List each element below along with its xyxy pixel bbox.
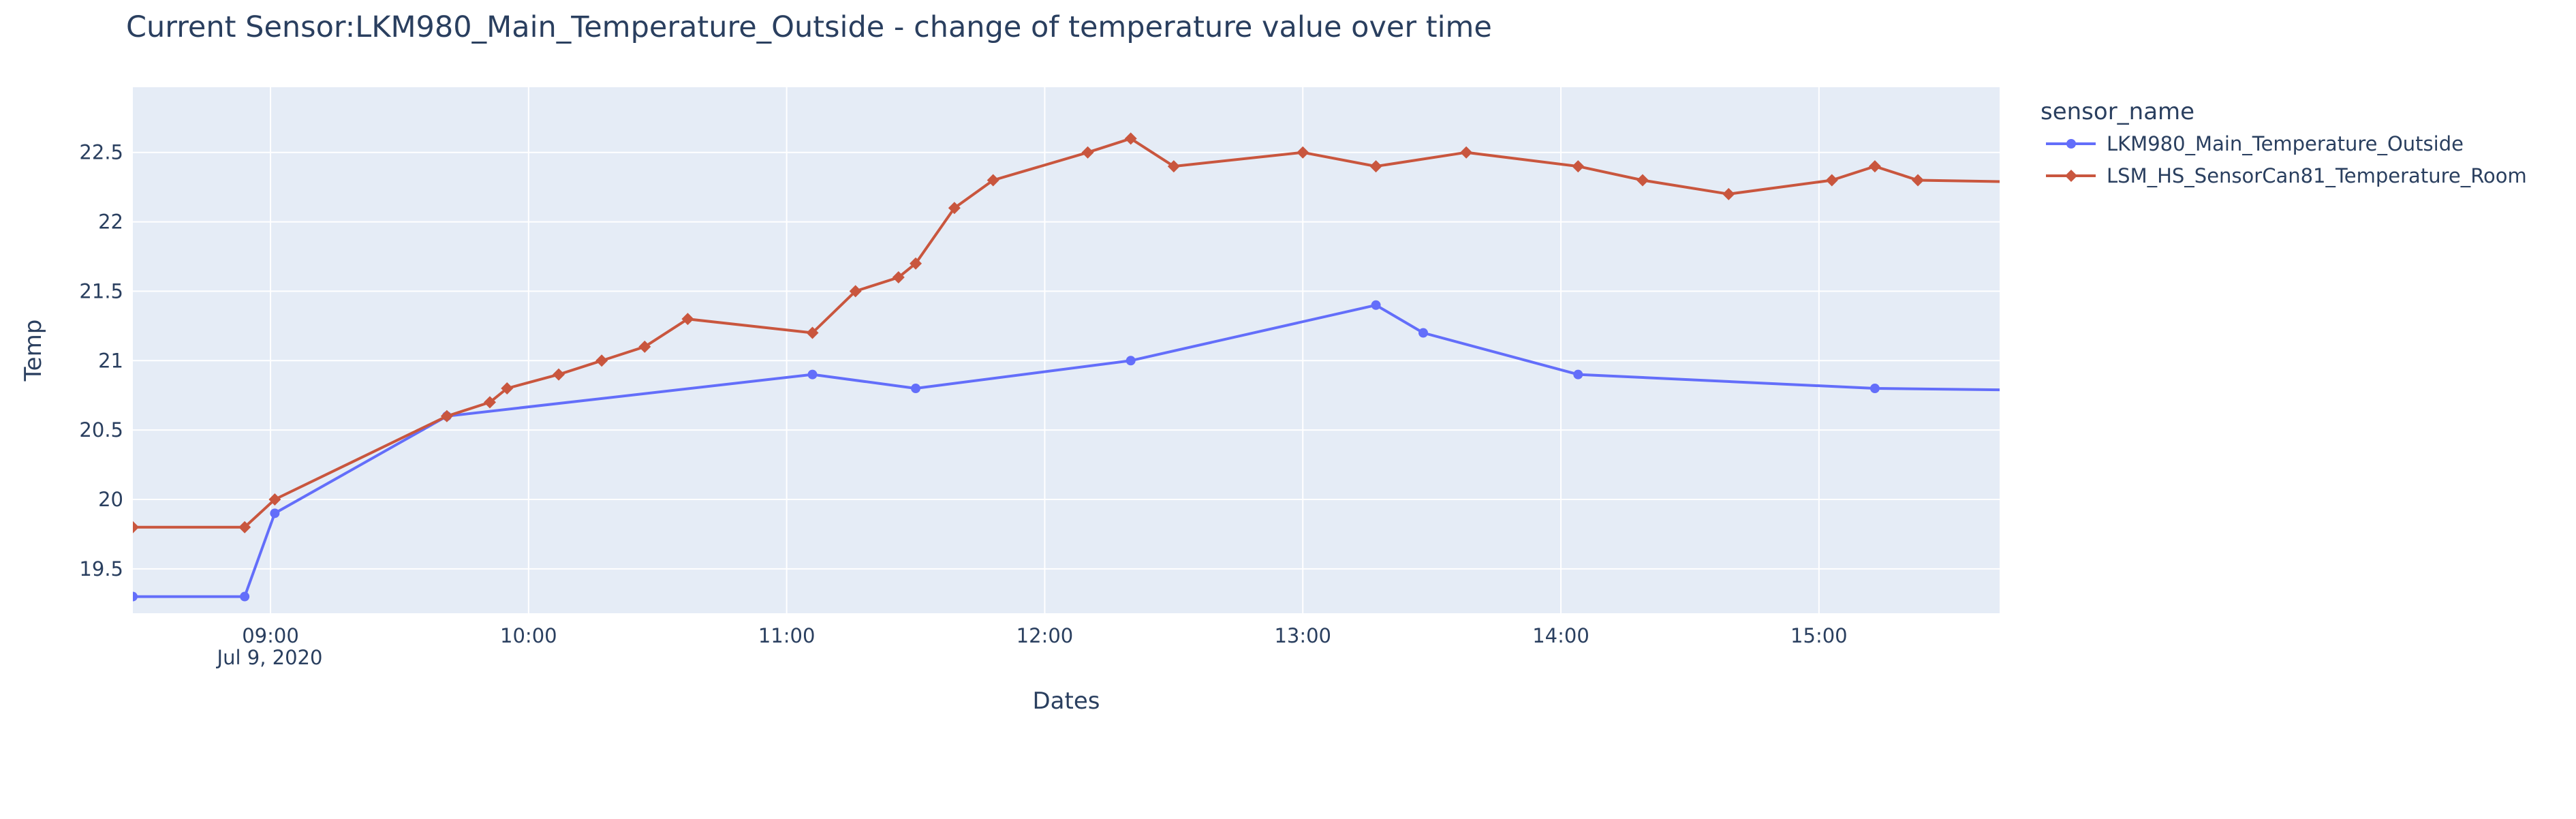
x-tick-label: 14:00 — [1532, 624, 1589, 647]
series-2 — [133, 132, 2000, 534]
y-tick-label: 22 — [98, 211, 123, 234]
data-point — [1460, 146, 1473, 159]
data-point — [1636, 174, 1649, 187]
data-point — [1722, 187, 1735, 200]
data-point — [1124, 132, 1137, 145]
legend: sensor_name LKM980_Main_Temperature_Outs… — [2040, 98, 2527, 187]
data-point — [440, 409, 453, 422]
legend-label: LSM_HS_SensorCan81_Temperature_Room — [2107, 164, 2527, 187]
x-tick-label: 10:00 — [500, 624, 557, 647]
data-point — [270, 508, 280, 519]
legend-label: LKM980_Main_Temperature_Outside — [2107, 132, 2464, 155]
x-axis-title: Dates — [1033, 687, 1100, 715]
data-point — [1297, 146, 1309, 159]
data-point — [849, 285, 862, 298]
data-point — [133, 521, 139, 534]
y-tick-label: 20 — [98, 488, 123, 511]
data-point — [1825, 174, 1838, 187]
data-point — [1418, 328, 1429, 338]
data-point — [1371, 300, 1381, 310]
y-tick-label: 20.5 — [79, 418, 123, 442]
data-point — [987, 174, 999, 187]
legend-title: sensor_name — [2040, 98, 2194, 125]
x-tick-label: 12:00 — [1017, 624, 1074, 647]
data-point — [133, 591, 138, 602]
data-point — [1912, 174, 1925, 187]
data-point — [806, 326, 819, 339]
data-point — [1081, 146, 1094, 159]
legend-marker — [2066, 139, 2076, 149]
data-point — [948, 202, 961, 215]
x-axis-date-label: Jul 9, 2020 — [216, 646, 323, 669]
y-axis-ticks: 19.5 20 20.5 21 21.5 22 22.5 — [79, 141, 123, 581]
data-point — [268, 493, 281, 506]
x-tick-label: 09:00 — [242, 624, 299, 647]
data-point — [1369, 160, 1382, 173]
y-tick-label: 19.5 — [79, 557, 123, 581]
legend-marker — [2065, 170, 2077, 182]
legend-item[interactable]: LSM_HS_SensorCan81_Temperature_Room — [2046, 164, 2527, 187]
data-point — [1167, 160, 1180, 173]
data-point — [911, 384, 921, 394]
legend-items: LKM980_Main_Temperature_Outside LSM_HS_Se… — [2046, 132, 2527, 187]
grid-lines — [133, 87, 2000, 613]
data-point — [595, 354, 608, 367]
data-point — [1126, 356, 1136, 366]
plot-area — [133, 87, 2000, 613]
data-point — [1869, 384, 1880, 394]
data-point — [553, 368, 565, 381]
chart-title: Current Sensor:LKM980_Main_Temperature_O… — [126, 10, 1492, 44]
data-point — [484, 396, 497, 409]
data-point — [638, 340, 651, 353]
y-axis-title: Temp — [20, 320, 47, 382]
data-point — [501, 382, 514, 395]
y-tick-label: 22.5 — [79, 141, 123, 164]
data-point — [238, 521, 251, 534]
data-point — [807, 369, 818, 380]
data-point — [1573, 369, 1583, 380]
data-point — [1572, 160, 1585, 173]
data-point — [1868, 160, 1881, 173]
series-layer — [133, 132, 2000, 602]
x-tick-label: 13:00 — [1274, 624, 1331, 647]
x-tick-label: 15:00 — [1790, 624, 1848, 647]
x-axis-ticks: 09:00 10:00 11:00 12:00 13:00 14:00 15:00 — [242, 624, 1847, 647]
y-tick-label: 21.5 — [79, 279, 123, 303]
legend-item[interactable]: LKM980_Main_Temperature_Outside — [2046, 132, 2464, 155]
data-point — [681, 313, 694, 326]
data-point — [892, 271, 905, 284]
series-1 — [133, 300, 2000, 602]
x-tick-label: 11:00 — [758, 624, 816, 647]
data-point — [910, 257, 922, 270]
y-tick-label: 21 — [98, 349, 123, 372]
data-point — [240, 591, 250, 602]
series-line — [133, 303, 2000, 598]
